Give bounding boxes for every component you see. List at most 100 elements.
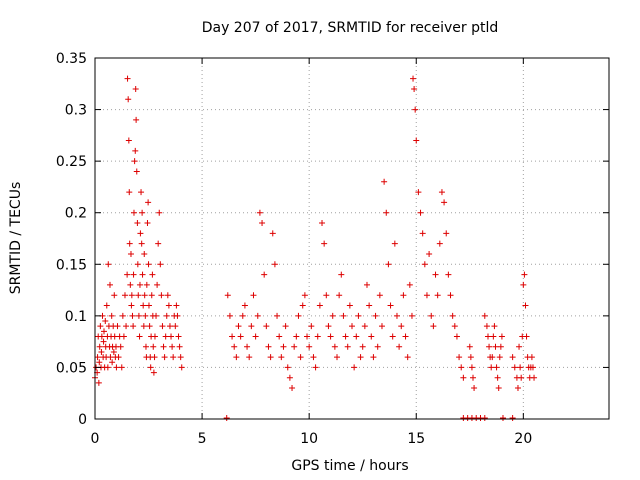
- data-point: [286, 374, 293, 381]
- data-point: [520, 281, 527, 288]
- data-points: [92, 75, 538, 421]
- data-point: [491, 323, 498, 330]
- data-point: [443, 230, 450, 237]
- data-point: [254, 312, 261, 319]
- data-point: [271, 261, 278, 268]
- data-point: [105, 261, 112, 268]
- data-point: [308, 323, 315, 330]
- data-point: [138, 240, 145, 247]
- data-point: [494, 374, 501, 381]
- data-point: [483, 323, 490, 330]
- data-point: [168, 333, 175, 340]
- y-tick-label: 0.1: [65, 309, 87, 325]
- data-point: [259, 220, 266, 227]
- y-axis-label: SRMTID / TECUs: [8, 182, 24, 295]
- data-point: [484, 333, 491, 340]
- data-point: [156, 209, 163, 216]
- data-point: [246, 354, 253, 361]
- data-point: [470, 374, 477, 381]
- data-point: [237, 333, 244, 340]
- data-point: [406, 281, 413, 288]
- data-point: [299, 302, 306, 309]
- baseline-point: [509, 415, 516, 421]
- data-point: [331, 343, 338, 350]
- data-point: [131, 158, 138, 165]
- data-point: [301, 292, 308, 299]
- data-point: [126, 240, 133, 247]
- data-point: [523, 333, 530, 340]
- plot-frame: [94, 57, 610, 420]
- data-point: [172, 323, 179, 330]
- data-point: [419, 230, 426, 237]
- data-point: [531, 374, 538, 381]
- data-point: [142, 343, 149, 350]
- data-point: [130, 209, 137, 216]
- data-point: [261, 271, 268, 278]
- data-point: [138, 189, 145, 196]
- data-point: [113, 364, 120, 371]
- data-point: [145, 261, 152, 268]
- data-point: [178, 364, 185, 371]
- data-point: [387, 302, 394, 309]
- data-point: [398, 323, 405, 330]
- data-point: [511, 364, 518, 371]
- data-point: [123, 323, 130, 330]
- y-tick-label: 0.15: [56, 257, 87, 273]
- data-point: [355, 312, 362, 319]
- data-point: [447, 292, 454, 299]
- x-tick-label: 5: [198, 431, 207, 447]
- data-point: [297, 354, 304, 361]
- data-point: [278, 354, 285, 361]
- data-point: [310, 354, 317, 361]
- data-point: [115, 354, 122, 361]
- data-point: [144, 220, 151, 227]
- data-point: [239, 312, 246, 319]
- data-point: [169, 343, 176, 350]
- y-tick-label: 0.25: [56, 154, 87, 170]
- data-point: [408, 312, 415, 319]
- data-point: [139, 209, 146, 216]
- data-point: [445, 271, 452, 278]
- data-point: [529, 364, 536, 371]
- data-point: [509, 354, 516, 361]
- data-point: [314, 333, 321, 340]
- data-point: [163, 312, 170, 319]
- data-point: [98, 333, 105, 340]
- data-point: [100, 338, 107, 345]
- data-point: [132, 85, 139, 92]
- x-tick-label: 20: [514, 431, 532, 447]
- data-point: [162, 333, 169, 340]
- data-point: [94, 354, 101, 361]
- data-point: [495, 385, 502, 392]
- data-point: [143, 281, 150, 288]
- data-point: [229, 333, 236, 340]
- data-point: [142, 312, 149, 319]
- data-point: [125, 137, 132, 144]
- data-point: [104, 364, 111, 371]
- data-point: [516, 343, 523, 350]
- data-point: [133, 168, 140, 175]
- data-point: [124, 271, 131, 278]
- data-point: [304, 333, 311, 340]
- data-point: [160, 343, 167, 350]
- data-point: [136, 333, 143, 340]
- data-point: [325, 323, 332, 330]
- data-point: [492, 343, 499, 350]
- data-point: [417, 209, 424, 216]
- data-point: [103, 302, 110, 309]
- y-tick-label: 0: [78, 412, 87, 428]
- data-point: [129, 312, 136, 319]
- data-point: [174, 312, 181, 319]
- data-point: [460, 374, 467, 381]
- data-point: [120, 333, 127, 340]
- data-point: [176, 343, 183, 350]
- data-point: [231, 343, 238, 350]
- data-point: [108, 312, 115, 319]
- data-point: [130, 323, 137, 330]
- data-point: [100, 328, 107, 335]
- data-point: [274, 312, 281, 319]
- data-point: [319, 220, 326, 227]
- data-point: [514, 385, 521, 392]
- data-point: [119, 312, 126, 319]
